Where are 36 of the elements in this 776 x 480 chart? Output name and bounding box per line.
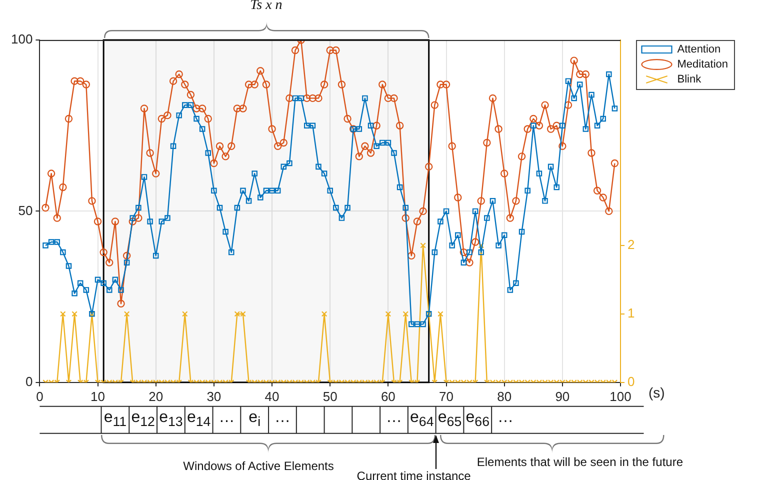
text: e$_{i}$ [248,408,261,432]
y-tick-label: 50 [18,202,33,218]
legend-label: Attention [677,44,721,56]
y-tick-label: 100 [10,32,33,47]
band-label: Ts x n [250,0,282,14]
text: … [386,408,402,428]
legend-label: Meditation [677,58,728,71]
x-tick-label: 100 [610,388,632,404]
x-tick-label: 10 [90,388,106,404]
text: Windows of Active Elements [183,459,334,474]
x-tick-label: 50 [322,388,338,404]
x-axis-title: (s) [648,384,665,400]
text: Elements that will be seen in the future [476,455,683,470]
x-tick-label: 40 [264,388,280,404]
x-tick-label: 0 [36,388,44,404]
text: e$_{13}$ [159,408,183,432]
text: e$_{12}$ [131,408,155,432]
y2-tick-label: 0 [628,374,635,389]
text: … [274,408,290,428]
text: e$_{66}$ [466,408,490,432]
y2-tick-label: 1 [628,306,635,320]
x-tick-label: 80 [497,388,512,404]
text: e$_{64}$ [410,408,434,432]
y-tick-label: 0 [25,374,33,389]
x-tick-label: 20 [148,388,164,404]
text: e$_{65}$ [438,408,462,432]
text: e$_{11}$ [104,408,127,432]
text: … [218,408,235,428]
x-tick-label: 30 [206,388,222,404]
x-tick-label: 70 [439,388,454,404]
x-tick-label: 60 [380,388,396,404]
text: e$_{14}$ [186,408,211,432]
x-tick-label: 90 [555,388,570,404]
legend-label: Blink [677,74,702,86]
y2-tick-label: 2 [628,237,635,252]
text: … [498,408,514,428]
